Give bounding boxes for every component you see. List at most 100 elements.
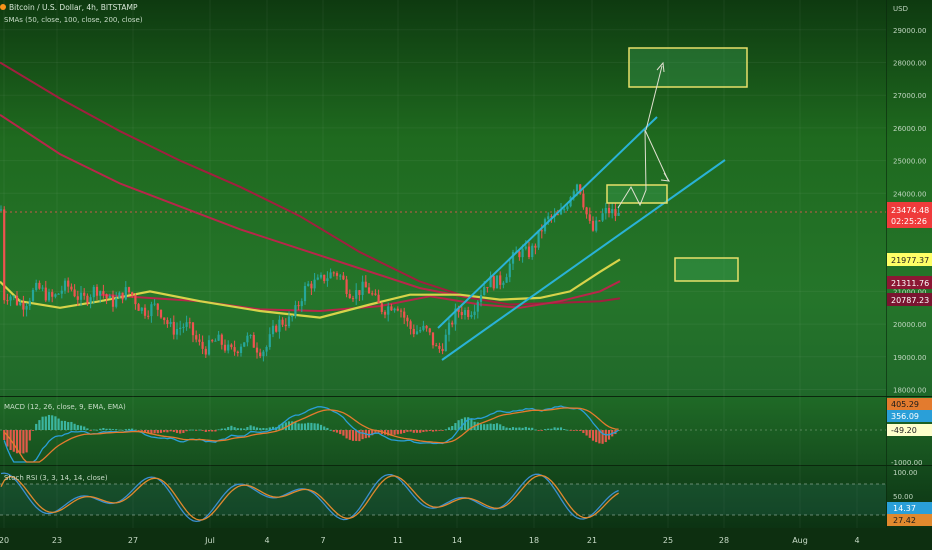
candle — [70, 286, 73, 290]
candle — [524, 246, 527, 249]
candle — [588, 214, 591, 221]
macd-bar — [534, 429, 537, 431]
candle — [175, 328, 179, 335]
macd-bar — [140, 430, 143, 431]
candle — [604, 207, 607, 214]
price-tick-label: 26000.00 — [893, 125, 926, 133]
candle — [422, 325, 425, 330]
candle — [326, 278, 329, 281]
svg-text:21311.76: 21311.76 — [891, 279, 929, 288]
macd-bar — [281, 423, 284, 430]
candle — [335, 273, 339, 276]
macd-bar — [223, 428, 227, 430]
sma200-badge: 20787.23 — [887, 293, 932, 306]
macd-bar — [323, 426, 326, 430]
candle — [246, 335, 249, 343]
macd-bar — [598, 430, 601, 444]
macd-bar — [393, 430, 396, 435]
macd-bar — [204, 430, 207, 432]
candle — [255, 347, 259, 353]
stoch-k-line — [0, 472, 619, 523]
macd-bar — [508, 428, 511, 430]
candle — [575, 184, 579, 192]
candle — [76, 296, 79, 300]
macd-bar — [31, 430, 35, 431]
macd-bar — [147, 430, 150, 434]
price-axis[interactable]: USD 29000.00 28000.00 27000.00 26000.00 2500… — [893, 5, 926, 395]
candle — [131, 292, 134, 296]
macd-badge-bottom: -49.20 — [887, 424, 932, 436]
candle — [339, 275, 342, 277]
candle — [95, 286, 99, 296]
time-label: 7 — [320, 536, 325, 545]
time-axis[interactable]: 20 23 27 Jul 4 7 11 14 18 21 25 28 Aug 4 — [0, 536, 860, 545]
macd-bar — [406, 430, 409, 432]
candle — [153, 303, 156, 305]
candle — [598, 220, 601, 222]
macd-bar — [431, 430, 435, 432]
macd-bar — [531, 427, 534, 430]
macd-bar — [591, 430, 595, 441]
time-label: 18 — [529, 536, 539, 545]
candle — [518, 251, 521, 258]
macd-bar — [527, 427, 531, 430]
macd-bar — [543, 429, 547, 430]
macd-bar — [201, 430, 204, 431]
macd-bar — [175, 430, 179, 433]
svg-text:21977.37: 21977.37 — [891, 256, 929, 265]
candle — [223, 344, 227, 351]
macd-bar — [313, 423, 316, 430]
candle — [6, 300, 9, 302]
candle — [108, 295, 111, 299]
candle — [252, 335, 255, 348]
candle — [195, 335, 198, 340]
macd-bar — [198, 429, 201, 431]
svg-text:405.29: 405.29 — [891, 400, 919, 409]
macd-bar — [259, 428, 262, 430]
candle — [147, 315, 150, 317]
target-box[interactable] — [628, 47, 748, 88]
candle — [271, 325, 275, 335]
time-label: 4 — [854, 536, 859, 545]
candle — [86, 295, 89, 304]
candle — [316, 277, 319, 280]
candle — [585, 207, 588, 215]
macd-bar — [243, 428, 246, 430]
macd-bar — [524, 426, 527, 430]
macd-bar — [451, 426, 454, 430]
macd-bar — [252, 426, 255, 430]
candle — [390, 306, 393, 311]
macd-bar — [188, 429, 191, 431]
macd-bar — [79, 425, 83, 430]
candle — [607, 207, 611, 214]
candle — [393, 308, 396, 311]
candle — [217, 334, 220, 341]
candle — [380, 303, 383, 312]
macd-bar — [387, 430, 390, 436]
candle — [265, 346, 268, 352]
support-box[interactable] — [674, 257, 739, 282]
macd-bar — [118, 429, 121, 431]
macd-bar — [358, 430, 361, 442]
stoch-title: Stoch RSI (3, 3, 14, 14, close) — [4, 474, 108, 482]
bitcoin-icon — [0, 4, 6, 10]
candle — [185, 322, 188, 327]
resistance-box[interactable] — [606, 184, 668, 204]
candle — [0, 209, 3, 211]
ascending-channel[interactable] — [437, 116, 726, 361]
candle — [579, 184, 582, 194]
macd-bar — [63, 420, 67, 430]
macd-bar — [396, 430, 399, 435]
candle — [182, 326, 185, 328]
macd-bar — [220, 428, 223, 430]
macd-bar — [67, 422, 70, 430]
macd-bar — [495, 423, 499, 430]
macd-bar — [492, 424, 495, 430]
candle — [236, 351, 239, 353]
symbol-title: Bitcoin / U.S. Dollar, 4h, BITSTAMP — [9, 3, 138, 12]
candle — [268, 334, 271, 347]
candle — [559, 210, 563, 215]
candle — [143, 307, 147, 316]
candle — [451, 322, 454, 325]
